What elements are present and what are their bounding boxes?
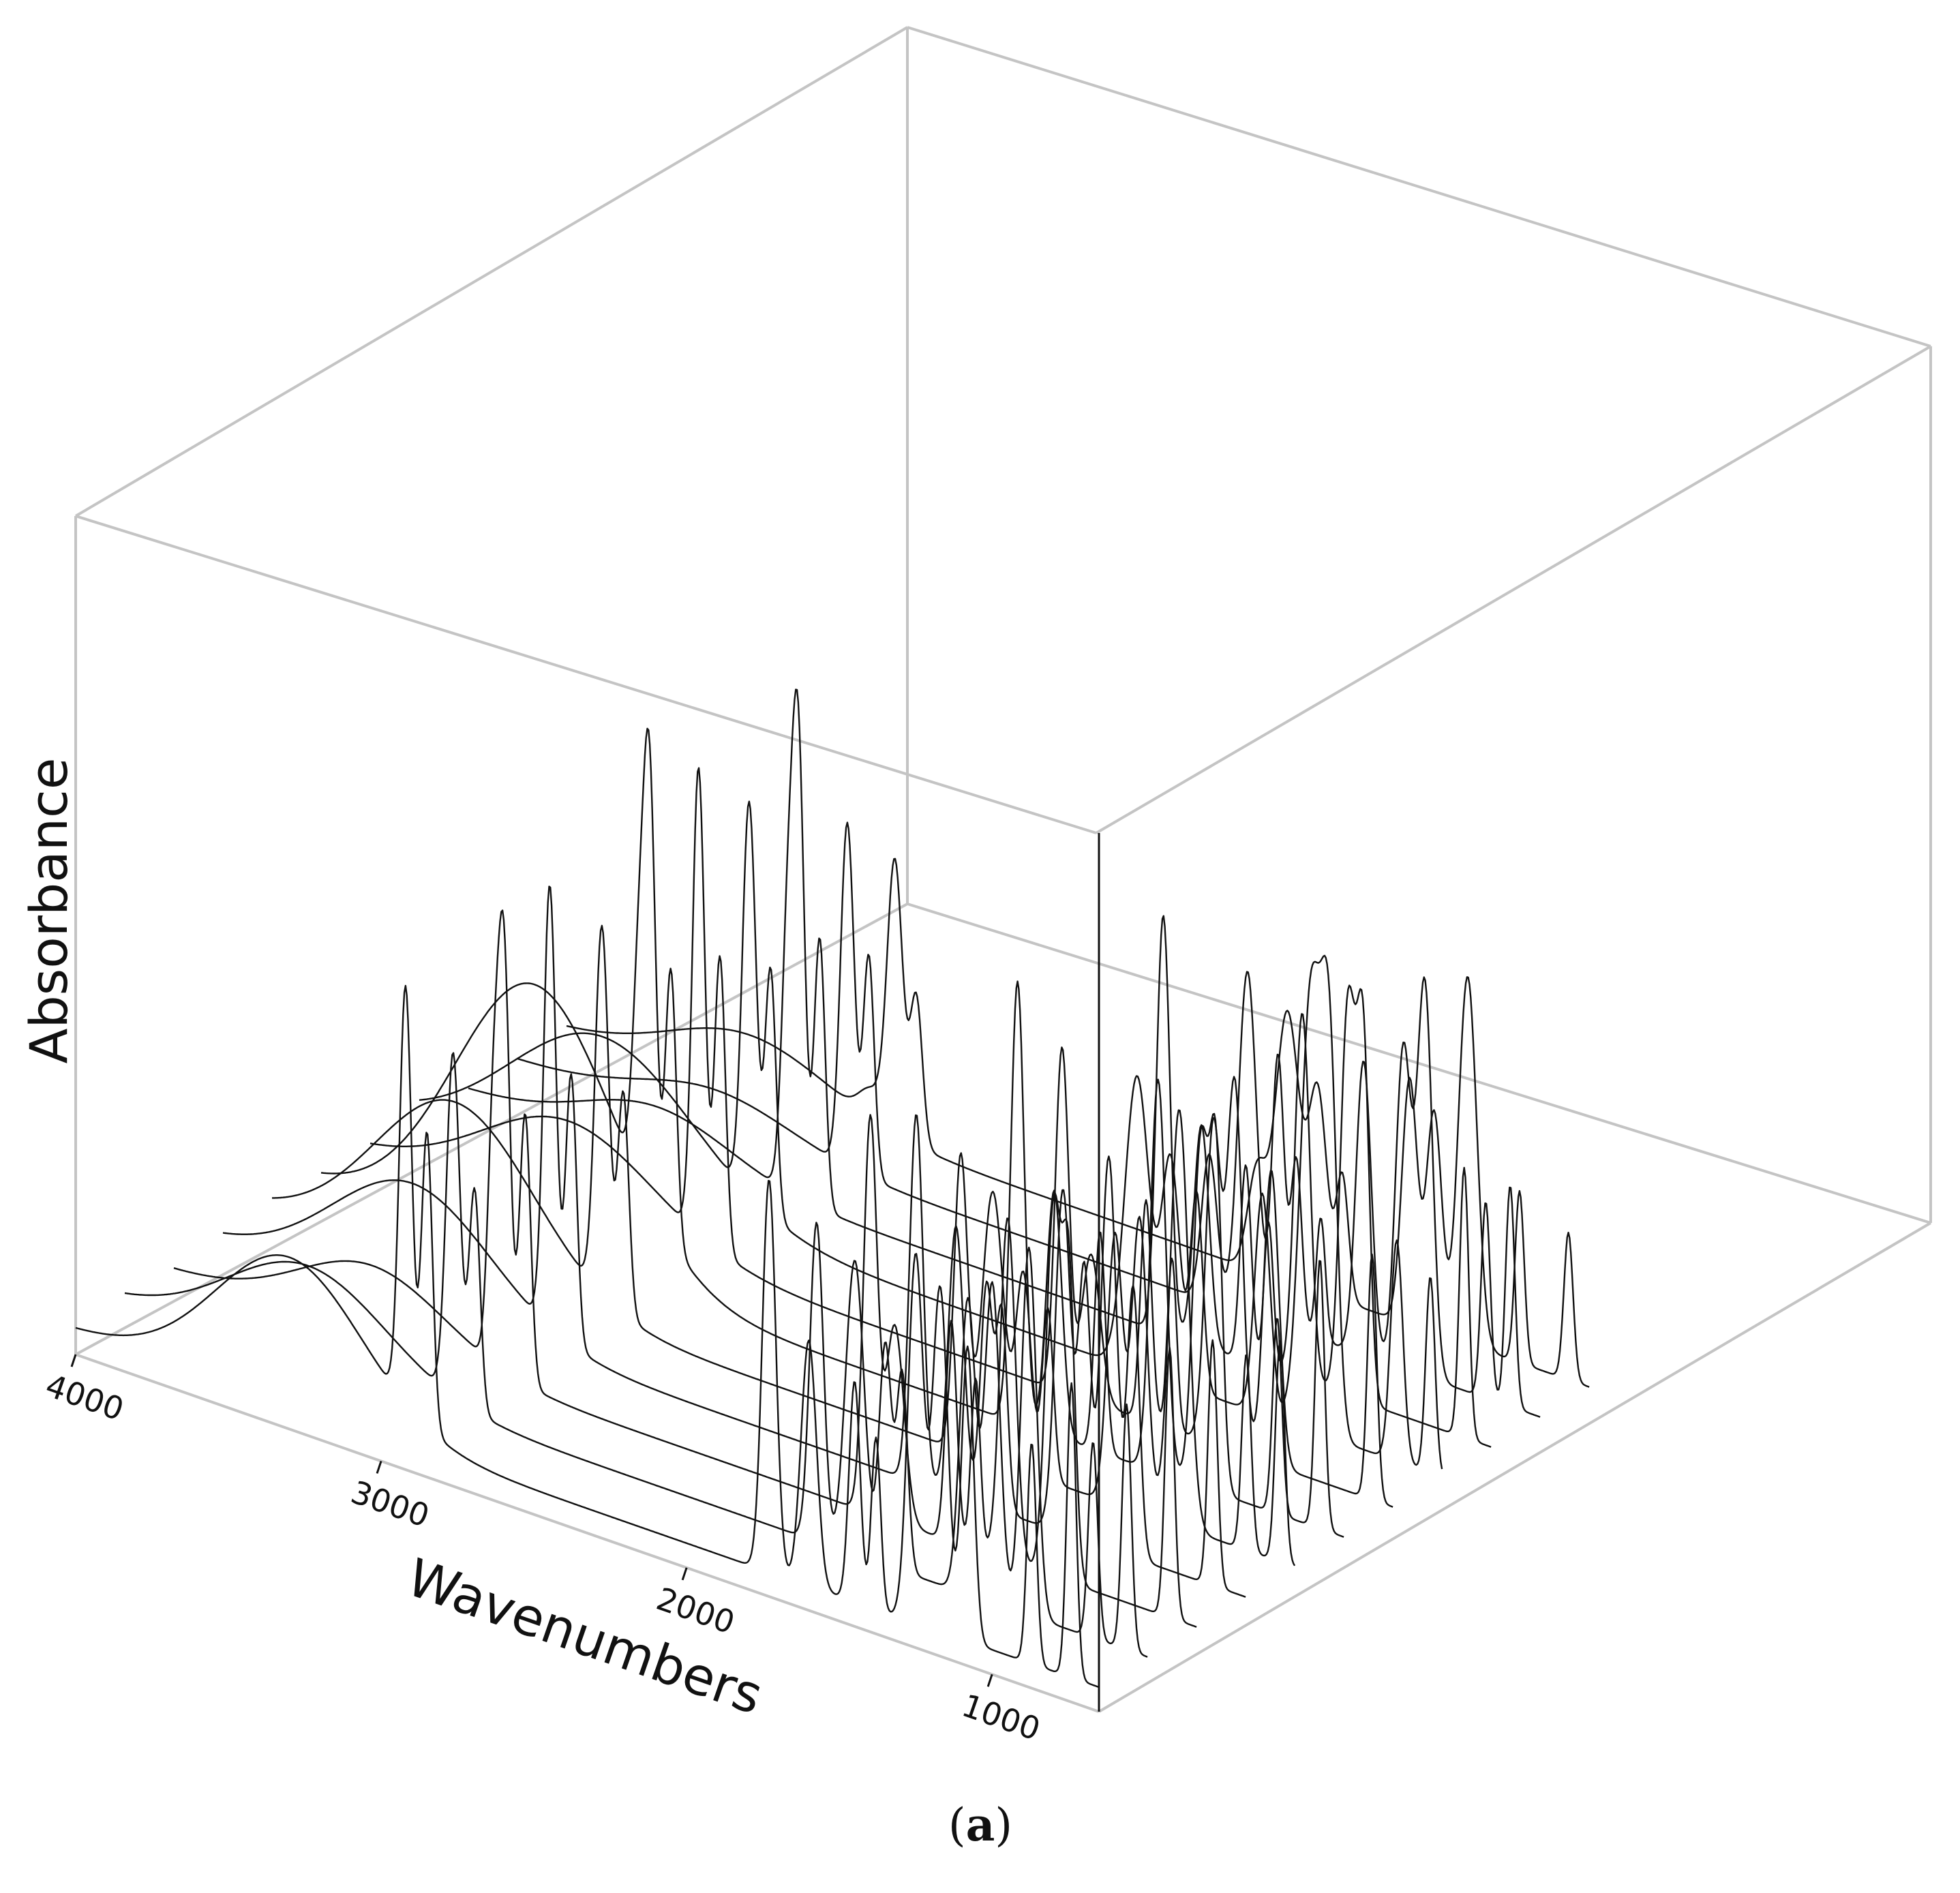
x-tick-label-3000: 3000 <box>346 1474 434 1534</box>
panel-label-close: ) <box>995 1799 1012 1851</box>
x-tick-label-1000: 1000 <box>957 1686 1044 1747</box>
spectrum-series-4 <box>419 800 1443 1470</box>
box-edge-floor-side <box>1098 1222 1932 1713</box>
box-edge-top-left <box>74 26 909 517</box>
panel-label-open: ( <box>948 1799 966 1851</box>
spectra-series-group <box>75 688 1590 1688</box>
spectrum-series-11 <box>75 984 1099 1688</box>
spectrum-series-10 <box>124 1052 1148 1658</box>
spectrum-series-9 <box>173 909 1197 1628</box>
spectrum-series-8 <box>222 885 1246 1598</box>
spectrum-series-2 <box>517 821 1541 1418</box>
spectrum-series-3 <box>468 688 1492 1448</box>
y-axis-title: Absorbance <box>18 757 79 1063</box>
spectrum-series-5 <box>370 767 1393 1508</box>
spectrum-series-7 <box>272 924 1296 1566</box>
x-tick-mark-3000 <box>376 1460 382 1474</box>
panel-label: (a) <box>948 1798 1012 1851</box>
x-tick-label-4000: 4000 <box>41 1367 128 1427</box>
spectrum-series-1 <box>566 858 1590 1388</box>
box-front-edges <box>75 833 1932 1713</box>
spectrum-series-6 <box>320 727 1344 1538</box>
box-edge-top-right <box>907 26 1931 348</box>
x-tick-mark-2000 <box>681 1567 688 1581</box>
panel-label-letter: a <box>966 1798 995 1851</box>
box-edge-top-front <box>75 515 1097 834</box>
box-edge-top-side <box>1095 345 1932 834</box>
box-back-edges <box>74 26 1932 1356</box>
box-edge-floor-front <box>75 1353 1100 1713</box>
box-edge-floor-back-right <box>907 903 1931 1224</box>
x-tick-mark-1000 <box>986 1674 993 1687</box>
x-tick-mark-4000 <box>70 1354 77 1367</box>
